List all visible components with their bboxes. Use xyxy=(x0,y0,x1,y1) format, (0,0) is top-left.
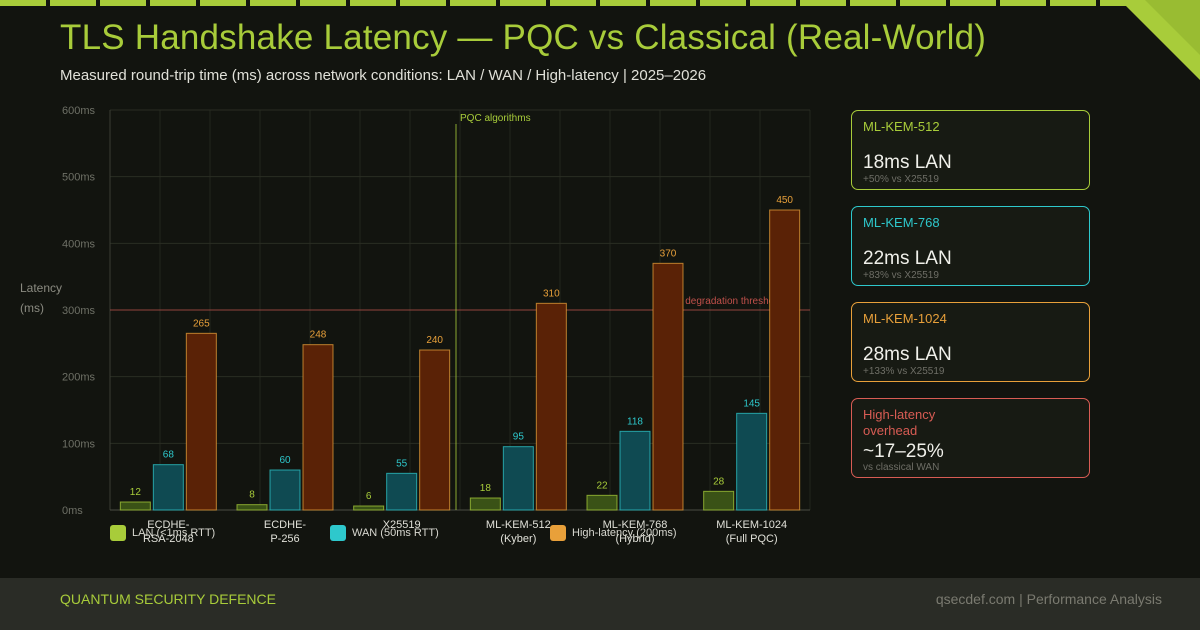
top-accent-stripe xyxy=(0,0,1200,6)
x-category-label: ML-KEM-1024 xyxy=(716,519,787,531)
stat-card-value: 22ms LAN xyxy=(863,248,952,269)
x-category-label: RSA-2048 xyxy=(143,533,194,545)
bar-lan xyxy=(236,504,268,511)
bar-value-label: 310 xyxy=(543,288,560,299)
legend-swatch-wan xyxy=(330,525,346,541)
bar-value-label: 22 xyxy=(596,480,608,491)
bar-value-label: 450 xyxy=(776,195,793,206)
legend-label-wan: WAN (50ms RTT) xyxy=(352,527,439,539)
latency-bar-chart: 0ms 100ms 200ms 300ms 400ms 500ms 600ms UX degr… xyxy=(62,105,811,545)
stat-card-title: High-latency overhead xyxy=(863,407,936,438)
stat-card-ml-kem-512: ML-KEM-512 18ms LAN +50% vs X25519 xyxy=(851,110,1090,190)
legend-item-lan: LAN (<1ms RTT) xyxy=(110,524,215,542)
bar-wan xyxy=(502,446,534,511)
bar-value-label: 248 xyxy=(310,330,327,341)
bar-wan xyxy=(736,412,768,511)
footer-bar: QUANTUM SECURITY DEFENCE qsecdef.com | P… xyxy=(0,578,1200,630)
bar-value-label: 18 xyxy=(480,483,492,494)
bar-value-label: 6 xyxy=(366,491,372,502)
bar-lan xyxy=(703,490,735,511)
bar-high-latency xyxy=(419,349,451,511)
bar-value-label: 370 xyxy=(660,248,677,259)
bar-lan xyxy=(469,497,501,511)
stat-card-value: 28ms LAN xyxy=(863,344,952,365)
legend-item-wan: WAN (50ms RTT) xyxy=(330,524,439,542)
stat-card-note: +50% vs X25519 xyxy=(863,174,939,185)
legend-label-high-latency: High-latency (200ms) xyxy=(572,527,677,539)
bar-value-label: 145 xyxy=(743,398,760,409)
bar-value-label: 55 xyxy=(396,458,408,469)
bar-value-label: 95 xyxy=(513,432,525,443)
x-category-label: ECDHE- xyxy=(264,519,307,531)
bar-wan xyxy=(619,430,651,511)
x-category-label: (Full PQC) xyxy=(726,533,778,545)
stat-card-value: ~17–25% xyxy=(863,441,944,462)
bar-high-latency xyxy=(652,262,684,511)
bar-high-latency xyxy=(769,209,801,511)
x-category-label: (Hybrid) xyxy=(615,533,654,545)
legend-swatch-lan xyxy=(110,525,126,541)
footer-site: qsecdef.com | Performance Analysis xyxy=(935,591,1162,607)
x-category-label: ECDHE- xyxy=(147,519,190,531)
page-subtitle: Measured round-trip time (ms) across net… xyxy=(60,67,707,84)
bar-value-label: 60 xyxy=(279,455,291,466)
page-title: TLS Handshake Latency — PQC vs Classical… xyxy=(60,18,987,57)
bar-high-latency xyxy=(302,344,334,511)
x-category-label: ML-KEM-512 xyxy=(486,519,551,531)
bar-value-label: 8 xyxy=(249,490,255,501)
bar-value-label: 12 xyxy=(130,487,142,498)
bar-value-label: 28 xyxy=(713,476,725,487)
stat-card-note: +83% vs X25519 xyxy=(863,270,939,281)
stat-card-ml-kem-768: ML-KEM-768 22ms LAN +83% vs X25519 xyxy=(851,206,1090,286)
stat-card-title: ML-KEM-768 xyxy=(863,215,940,230)
y-tick-label: 200ms xyxy=(62,372,96,384)
y-axis-label: Latency (ms) xyxy=(20,278,62,318)
y-axis-label-line-1: Latency xyxy=(20,281,63,295)
stat-card-high-latency-overhead: High-latency overhead ~17–25% vs classic… xyxy=(851,398,1090,478)
bar-wan xyxy=(152,464,184,511)
stat-card-note: +133% vs X25519 xyxy=(863,366,945,377)
bar-high-latency xyxy=(535,302,567,511)
legend-swatch-high-latency xyxy=(550,525,566,541)
bar-value-label: 265 xyxy=(193,318,210,329)
x-category-label: P-256 xyxy=(270,533,299,545)
bar-value-label: 240 xyxy=(426,335,443,346)
y-axis-label-line-2: (ms) xyxy=(20,301,44,315)
stat-card-ml-kem-1024: ML-KEM-1024 28ms LAN +133% vs X25519 xyxy=(851,302,1090,382)
stat-card-value: 18ms LAN xyxy=(863,152,952,173)
bar-value-label: 118 xyxy=(627,416,643,427)
legend-item-high-latency: High-latency (200ms) xyxy=(550,524,677,542)
x-category-label: (Kyber) xyxy=(500,533,536,545)
y-tick-label: 400ms xyxy=(62,238,96,250)
y-tick-label: 600ms xyxy=(62,105,96,117)
footer-brand: QUANTUM SECURITY DEFENCE xyxy=(60,591,276,607)
x-category-label: ML-KEM-768 xyxy=(603,519,668,531)
stat-card-note: vs classical WAN xyxy=(863,462,940,473)
y-tick-label: 300ms xyxy=(62,305,96,317)
corner-accent-inner xyxy=(1145,0,1200,55)
y-tick-label: 0ms xyxy=(62,505,83,517)
stat-card-title: ML-KEM-1024 xyxy=(863,311,947,326)
bar-lan xyxy=(353,505,385,511)
y-tick-label: 500ms xyxy=(62,172,96,184)
y-tick-label: 100ms xyxy=(62,438,96,450)
bar-value-label: 68 xyxy=(163,450,175,461)
legend-label-lan: LAN (<1ms RTT) xyxy=(132,527,216,539)
bar-wan xyxy=(386,472,418,511)
stat-card-title: ML-KEM-512 xyxy=(863,119,940,134)
x-category-label: X25519 xyxy=(383,519,421,531)
threshold-label: UX degradation threshold xyxy=(669,296,782,307)
pqc-divider-label: PQC algorithms xyxy=(460,113,531,124)
bar-wan xyxy=(269,469,301,511)
bar-lan xyxy=(586,494,618,511)
bar-high-latency xyxy=(185,332,217,511)
bar-lan xyxy=(119,501,151,511)
